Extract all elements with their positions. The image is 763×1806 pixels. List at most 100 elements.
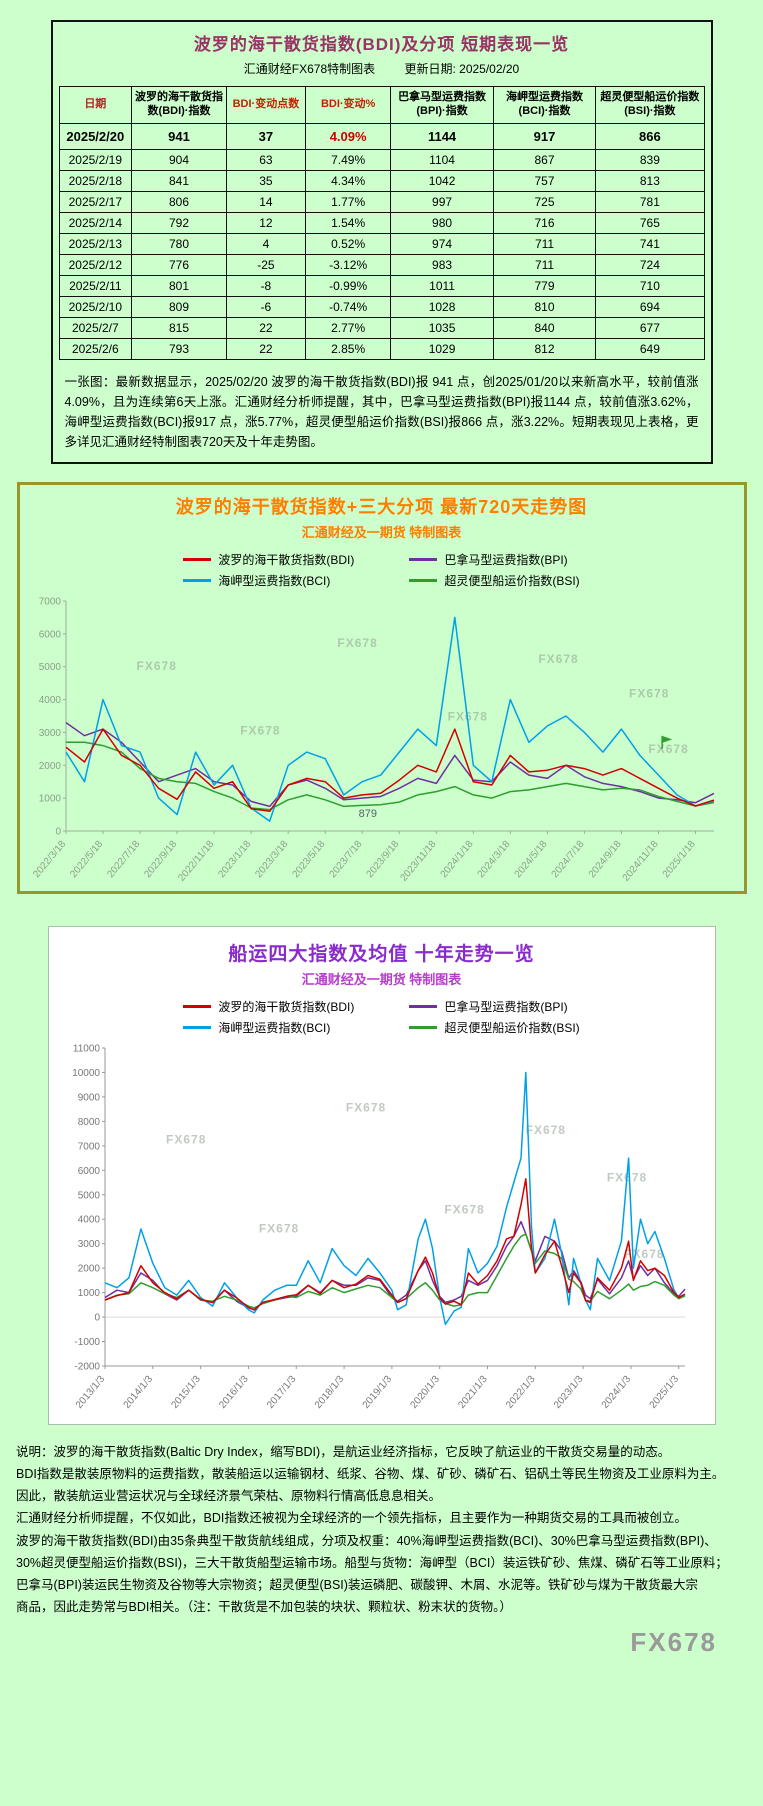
cell: 724 bbox=[595, 253, 705, 276]
table-row: 2025/2/19 904 63 7.49% 1104 867 839 bbox=[58, 148, 705, 171]
cell: 4.34% bbox=[304, 169, 392, 192]
watermark-text: FX678 bbox=[648, 741, 688, 755]
cell: 694 bbox=[595, 295, 705, 318]
updated-label: 更新日期: 2025/02/20 bbox=[404, 62, 520, 76]
axis-tick-label: 2022/11/18 bbox=[176, 838, 216, 883]
chart-720-card: 波罗的海干散货指数+三大分项 最新720天走势图 汇通财经及一期货 特制图表 波… bbox=[16, 481, 747, 894]
legend-label: 巴拿马型运费指数(BPI) bbox=[444, 552, 568, 567]
cell: 35 bbox=[225, 169, 306, 192]
cell: 1104 bbox=[390, 148, 494, 171]
legend-label: 海岬型运费指数(BCI) bbox=[218, 1020, 331, 1035]
axis-tick-label: 9000 bbox=[77, 1092, 100, 1103]
cell: 2025/2/12 bbox=[58, 253, 133, 276]
watermark-text: FX678 bbox=[538, 652, 578, 666]
cell: 2025/2/6 bbox=[58, 337, 133, 360]
footer-line: BDI指数是散装原物料的运费指数，散装船运以运输钢材、纸浆、谷物、煤、矿砂、磷矿… bbox=[16, 1466, 725, 1481]
axis-tick-label: 5000 bbox=[38, 662, 61, 673]
cell: 974 bbox=[390, 232, 494, 255]
cell: 677 bbox=[595, 316, 705, 339]
axis-tick-label: 2023/1/18 bbox=[216, 838, 253, 879]
cell: 2025/2/14 bbox=[58, 211, 133, 234]
footer-line: 商品，因此走势常与BDI相关。（注：干散货是不加包装的块状、颗粒状、粉末状的货物… bbox=[16, 1600, 512, 1615]
legend-swatch bbox=[409, 1004, 438, 1008]
cell: 741 bbox=[595, 232, 705, 255]
series-line-bdi bbox=[65, 727, 714, 812]
axis-tick-label: 2015/1/3 bbox=[169, 1373, 203, 1410]
legend-label: 巴拿马型运费指数(BPI) bbox=[444, 999, 568, 1014]
axis-tick-label: 2000 bbox=[77, 1263, 100, 1274]
axis-tick-label: 7000 bbox=[77, 1141, 100, 1152]
cell: 2025/2/11 bbox=[58, 274, 133, 297]
axis-tick-label: 3000 bbox=[38, 727, 61, 738]
cell: 710 bbox=[595, 274, 705, 297]
table-row: 2025/2/7 815 22 2.77% 1035 840 677 bbox=[58, 316, 705, 339]
axis-tick-label: 2000 bbox=[38, 760, 61, 771]
axis-tick-label: 8000 bbox=[77, 1116, 100, 1127]
cell: 839 bbox=[595, 148, 705, 171]
page-title: 波罗的海干散货指数(BDI)及分项 短期表现一览 bbox=[193, 35, 570, 54]
axis-tick-label: 2019/1/3 bbox=[360, 1373, 394, 1410]
axis-tick-label: 5000 bbox=[77, 1190, 100, 1201]
header-cell: BDI·变动% bbox=[304, 86, 392, 124]
axis-tick-label: 2025/1/3 bbox=[647, 1373, 681, 1410]
table-row: 2025/2/18 841 35 4.34% 1042 757 813 bbox=[58, 169, 705, 192]
axis-tick-label: 3000 bbox=[77, 1239, 100, 1250]
cell: 2025/2/20 bbox=[58, 122, 133, 150]
cell: 793 bbox=[131, 337, 227, 360]
cell: 1042 bbox=[390, 169, 494, 192]
cell: 780 bbox=[131, 232, 227, 255]
cell: 757 bbox=[492, 169, 597, 192]
watermark-text: FX678 bbox=[240, 723, 280, 737]
series-line-bdi bbox=[104, 1177, 685, 1311]
cell: 2.77% bbox=[304, 316, 392, 339]
table-subtitle: 汇通财经FX678特制图表 更新日期: 2025/02/20 bbox=[59, 60, 705, 77]
table-row: 2025/2/10 809 -6 -0.74% 1028 810 694 bbox=[58, 295, 705, 318]
cell: 813 bbox=[595, 169, 705, 192]
cell: 63 bbox=[225, 148, 306, 171]
cell: 765 bbox=[595, 211, 705, 234]
cell: 841 bbox=[131, 169, 227, 192]
cell: 1.54% bbox=[304, 211, 392, 234]
header-cell: BDI·变动点数 bbox=[225, 86, 306, 124]
axis-tick-label: 2022/3/18 bbox=[31, 838, 68, 879]
bdi-table: 日期 波罗的海干散货指数(BDI)·指数 BDI·变动点数 BDI·变动% 巴拿马型运费… bbox=[58, 86, 705, 360]
series-line-bpi bbox=[65, 721, 714, 807]
axis-tick-label: 2024/1/3 bbox=[599, 1373, 633, 1410]
legend-swatch bbox=[183, 1025, 212, 1029]
series-line-bpi bbox=[104, 1220, 686, 1310]
axis-tick-label: 2024/11/18 bbox=[620, 838, 660, 883]
axis-tick-label: 2024/9/18 bbox=[586, 838, 623, 879]
chart-720-title: 波罗的海干散货指数+三大分项 最新720天走势图 bbox=[175, 496, 588, 517]
cell: 4 bbox=[225, 232, 306, 255]
axis-tick-label: 2022/7/18 bbox=[105, 838, 142, 879]
cell: -3.12% bbox=[304, 253, 392, 276]
legend-swatch bbox=[183, 557, 212, 561]
legend-label: 波罗的海干散货指数(BDI) bbox=[218, 552, 355, 567]
bdi-table-header-row: 日期 波罗的海干散货指数(BDI)·指数 BDI·变动点数 BDI·变动% 巴拿马型运费… bbox=[58, 86, 705, 124]
axis-tick-label: 2023/5/18 bbox=[290, 838, 327, 879]
watermark-text: FX678 bbox=[624, 1246, 664, 1260]
legend-label: 超灵便型船运价指数(BSI) bbox=[444, 573, 580, 588]
cell: 4.09% bbox=[304, 122, 392, 150]
cell: 792 bbox=[131, 211, 227, 234]
summary-note: 一张图：最新数据显示，2025/02/20 波罗的海干散货指数(BDI)报 94… bbox=[64, 374, 699, 449]
legend-swatch bbox=[183, 578, 212, 582]
chart-10y-legend: 波罗的海干散货指数(BDI) 巴拿马型运费指数(BPI) 海岬型运费指数(BCI) 超… bbox=[53, 998, 711, 1036]
header-cell: 超灵便型船运价指数(BSI)·指数 bbox=[595, 86, 705, 124]
axis-tick-label: 0 bbox=[94, 1312, 100, 1323]
axis-tick-label: 6000 bbox=[77, 1165, 100, 1176]
source-label: 汇通财经FX678特制图表 bbox=[243, 62, 376, 76]
cell: 809 bbox=[131, 295, 227, 318]
cell: 840 bbox=[492, 316, 597, 339]
bdi-table-card: 波罗的海干散货指数(BDI)及分项 短期表现一览 汇通财经FX678特制图表 更… bbox=[50, 20, 713, 464]
table-row: 2025/2/11 801 -8 -0.99% 1011 779 710 bbox=[58, 274, 705, 297]
table-row: 2025/2/13 780 4 0.52% 974 711 741 bbox=[58, 232, 705, 255]
legend-item: 巴拿马型运费指数(BPI) bbox=[409, 998, 579, 1015]
watermark-text: FX678 bbox=[337, 636, 377, 650]
watermark-text: FX678 bbox=[444, 1202, 484, 1216]
axis-tick-label: 2018/1/3 bbox=[312, 1373, 346, 1410]
axis-tick-label: -2000 bbox=[74, 1361, 100, 1372]
cell: 867 bbox=[492, 148, 597, 171]
legend-item: 海岬型运费指数(BCI) bbox=[183, 572, 354, 589]
axis-tick-label: 4000 bbox=[38, 695, 61, 706]
